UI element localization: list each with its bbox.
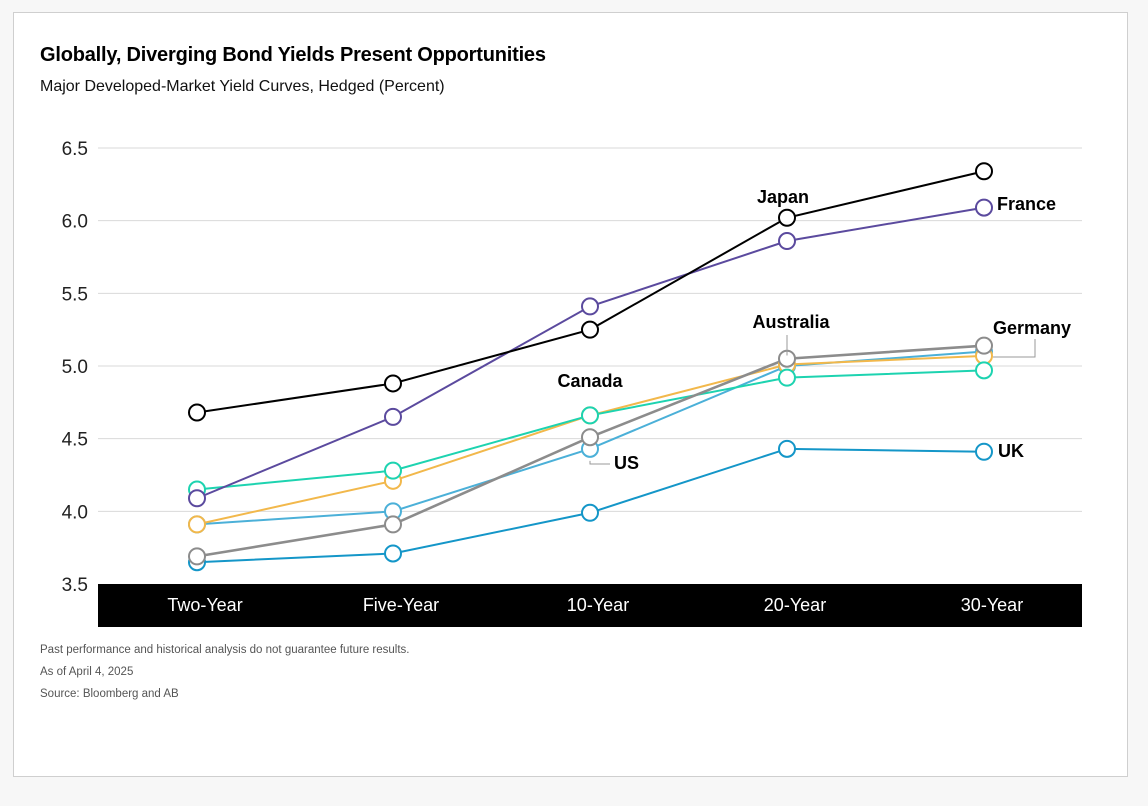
disclaimer-note: Past performance and historical analysis… xyxy=(40,644,410,656)
as-of-note: As of April 4, 2025 xyxy=(40,666,134,678)
data-point-germany xyxy=(581,428,599,447)
chart-card xyxy=(13,12,1128,777)
x-tick-label: 10-Year xyxy=(567,595,629,615)
data-point-canada xyxy=(384,461,402,480)
chart-subtitle: Major Developed-Market Yield Curves, Hed… xyxy=(40,78,445,95)
data-point-france xyxy=(384,407,402,426)
data-point-france xyxy=(778,232,796,251)
series-label-canada: Canada xyxy=(557,371,623,391)
data-point-canada xyxy=(778,368,796,387)
data-point-japan xyxy=(975,162,993,181)
data-point-uk xyxy=(384,544,402,563)
germany-label-leader xyxy=(993,339,1036,358)
y-tick-label: 5.5 xyxy=(62,284,88,305)
data-point-japan xyxy=(384,374,402,393)
data-point-japan xyxy=(188,403,206,422)
series-label-japan: Japan xyxy=(757,187,809,207)
series-label-germany: Germany xyxy=(993,318,1071,338)
data-point-france xyxy=(581,297,599,316)
data-point-germany xyxy=(975,336,993,355)
data-point-japan xyxy=(778,208,796,227)
y-tick-label: 5.0 xyxy=(62,357,88,378)
y-tick-label: 3.5 xyxy=(62,575,88,596)
data-point-france xyxy=(975,198,993,217)
x-tick-label: 20-Year xyxy=(764,595,826,615)
data-point-canada xyxy=(581,406,599,425)
x-tick-label: 30-Year xyxy=(961,595,1023,615)
footnotes: Past performance and historical analysis… xyxy=(40,642,409,708)
data-point-australia xyxy=(188,515,206,534)
y-tick-label: 4.5 xyxy=(62,430,88,451)
series-label-australia: Australia xyxy=(752,312,830,332)
series-label-us: US xyxy=(614,453,639,473)
y-tick-label: 6.5 xyxy=(62,139,88,160)
data-point-canada xyxy=(975,361,993,380)
x-tick-label: Five-Year xyxy=(363,595,439,615)
data-point-germany xyxy=(188,547,206,566)
us-label-leader xyxy=(589,460,610,465)
x-axis-band xyxy=(98,584,1082,627)
chart-title: Globally, Diverging Bond Yields Present … xyxy=(40,44,546,66)
y-tick-label: 4.0 xyxy=(62,502,88,523)
data-point-uk xyxy=(975,442,993,461)
data-point-uk xyxy=(778,439,796,458)
data-point-uk xyxy=(581,503,599,522)
source-note: Source: Bloomberg and AB xyxy=(40,688,179,700)
series-label-uk: UK xyxy=(998,441,1024,461)
y-tick-label: 6.0 xyxy=(62,212,88,233)
data-point-germany xyxy=(384,515,402,534)
series-label-france: France xyxy=(997,194,1056,214)
data-point-france xyxy=(188,489,206,508)
x-tick-label: Two-Year xyxy=(167,595,242,615)
data-point-japan xyxy=(581,320,599,339)
